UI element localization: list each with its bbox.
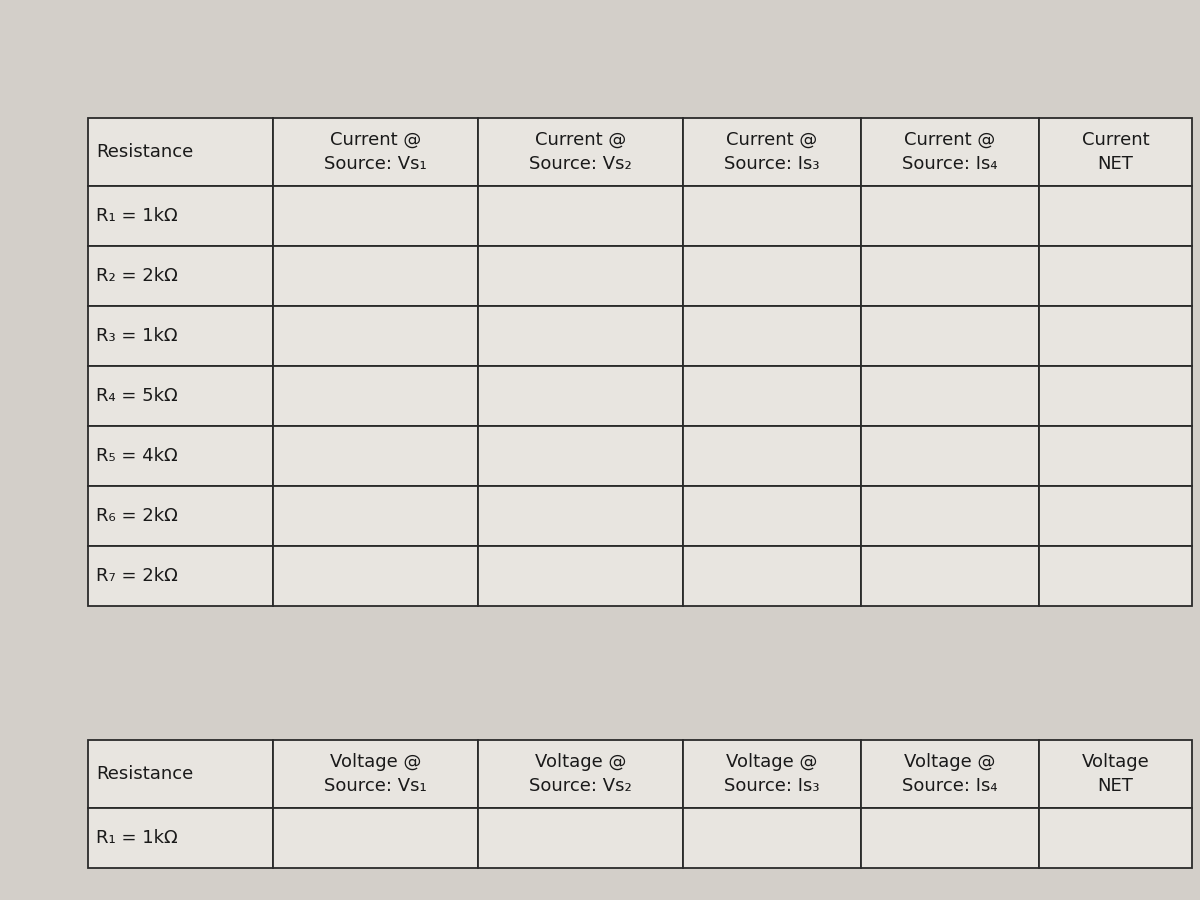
Text: R₆ = 2kΩ: R₆ = 2kΩ — [96, 507, 178, 525]
Bar — [862, 118, 1039, 186]
Bar — [274, 118, 478, 186]
Bar — [862, 546, 1039, 606]
Bar — [1039, 740, 1192, 808]
Bar — [1039, 808, 1192, 868]
Bar — [683, 118, 862, 186]
Bar — [683, 546, 862, 606]
Text: Resistance: Resistance — [96, 765, 193, 783]
Bar — [683, 808, 862, 868]
Bar — [478, 546, 683, 606]
Bar — [88, 306, 274, 366]
Bar — [274, 808, 478, 868]
Bar — [274, 186, 478, 246]
Bar — [862, 306, 1039, 366]
Bar — [274, 546, 478, 606]
Text: Resistance: Resistance — [96, 143, 193, 161]
Text: Current @
Source: Vs₁: Current @ Source: Vs₁ — [324, 131, 427, 173]
Bar — [862, 808, 1039, 868]
Bar — [1039, 118, 1192, 186]
Bar — [88, 118, 274, 186]
Bar — [88, 366, 274, 426]
Bar — [274, 366, 478, 426]
Bar — [274, 426, 478, 486]
Bar — [862, 186, 1039, 246]
Bar — [274, 306, 478, 366]
Bar — [478, 306, 683, 366]
Bar — [478, 426, 683, 486]
Bar — [88, 546, 274, 606]
Bar — [478, 808, 683, 868]
Bar — [683, 426, 862, 486]
Bar — [478, 118, 683, 186]
Text: Voltage @
Source: Is₃: Voltage @ Source: Is₃ — [725, 753, 820, 795]
Bar — [683, 306, 862, 366]
Bar — [478, 366, 683, 426]
Text: Voltage @
Source: Is₄: Voltage @ Source: Is₄ — [902, 753, 997, 795]
Bar — [683, 486, 862, 546]
Bar — [88, 808, 274, 868]
Text: R₅ = 4kΩ: R₅ = 4kΩ — [96, 447, 178, 465]
Text: R₃ = 1kΩ: R₃ = 1kΩ — [96, 327, 178, 345]
Bar — [478, 740, 683, 808]
Text: Current @
Source: Is₄: Current @ Source: Is₄ — [902, 131, 997, 173]
Bar — [1039, 366, 1192, 426]
Bar — [88, 486, 274, 546]
Bar — [1039, 486, 1192, 546]
Text: R₇ = 2kΩ: R₇ = 2kΩ — [96, 567, 178, 585]
Text: Voltage @
Source: Vs₁: Voltage @ Source: Vs₁ — [324, 753, 427, 795]
Bar — [1039, 306, 1192, 366]
Text: Current
NET: Current NET — [1081, 131, 1150, 173]
Bar — [862, 740, 1039, 808]
Bar — [683, 246, 862, 306]
Bar — [683, 366, 862, 426]
Bar — [862, 486, 1039, 546]
Bar — [88, 740, 274, 808]
Text: Current @
Source: Is₃: Current @ Source: Is₃ — [725, 131, 820, 173]
Bar — [478, 486, 683, 546]
Bar — [88, 426, 274, 486]
Bar — [478, 186, 683, 246]
Bar — [88, 246, 274, 306]
Text: R₁ = 1kΩ: R₁ = 1kΩ — [96, 829, 178, 847]
Bar — [683, 740, 862, 808]
Text: R₁ = 1kΩ: R₁ = 1kΩ — [96, 207, 178, 225]
Bar — [862, 426, 1039, 486]
Text: R₂ = 2kΩ: R₂ = 2kΩ — [96, 267, 178, 285]
Bar — [274, 246, 478, 306]
Bar — [1039, 426, 1192, 486]
Text: R₄ = 5kΩ: R₄ = 5kΩ — [96, 387, 178, 405]
Bar — [478, 246, 683, 306]
Bar — [862, 366, 1039, 426]
Bar — [1039, 246, 1192, 306]
Bar — [1039, 546, 1192, 606]
Bar — [274, 740, 478, 808]
Bar — [862, 246, 1039, 306]
Text: Voltage @
Source: Vs₂: Voltage @ Source: Vs₂ — [529, 753, 632, 795]
Text: Voltage
NET: Voltage NET — [1081, 753, 1150, 795]
Bar — [1039, 186, 1192, 246]
Text: Current @
Source: Vs₂: Current @ Source: Vs₂ — [529, 131, 632, 173]
Bar — [274, 486, 478, 546]
Bar — [88, 186, 274, 246]
Bar — [683, 186, 862, 246]
